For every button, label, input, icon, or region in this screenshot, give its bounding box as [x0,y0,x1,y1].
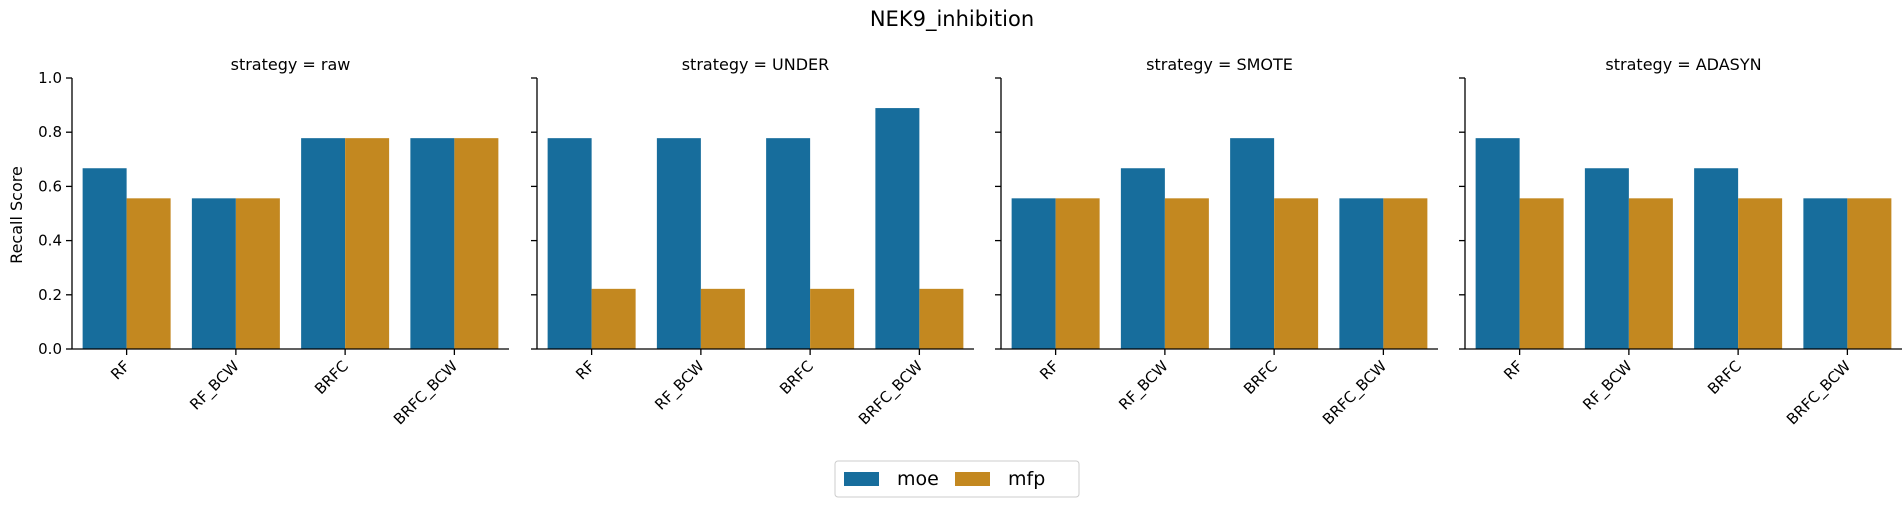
bar-moe-RF_BCW [1120,168,1165,349]
x-tick-label: BRFC_BCW [1319,357,1391,429]
y-tick-label: 0.6 [38,177,62,195]
x-tick-label: BRFC [776,357,817,398]
y-tick-label: 0.0 [38,340,62,358]
y-tick-label: 0.2 [38,286,62,304]
bar-mfp-RF [126,198,171,349]
y-tick-label: 0.4 [38,232,62,250]
x-tick-label: RF_BCW [1579,357,1636,414]
figure-title: NEK9_inhibition [870,7,1034,32]
x-tick-label: BRFC [1240,357,1281,398]
bar-mfp-RF_BCW [1628,198,1673,349]
facet-panel-1: strategy = UNDER RF RF_BCW BRFC BRFC_BCW [531,55,974,429]
bar-moe-RF_BCW [656,138,701,349]
bar-moe-BRFC_BCW [410,138,455,349]
legend-swatch-moe [844,472,879,486]
y-tick-label: 0.8 [38,123,62,141]
bar-moe-RF [1475,138,1520,349]
bar-mfp-RF_BCW [1164,198,1209,349]
bar-mfp-BRFC [1274,198,1319,349]
x-tick-label: RF [572,357,598,383]
facet-panel-0: strategy = raw 0.0 0.2 0.4 0.6 0.8 1.0 RF RF_BCW… [38,55,509,429]
facet-panel-3: strategy = ADASYN RF RF_BCW BRFC BRFC_BCW [1459,55,1902,429]
bar-mfp-BRFC [810,288,855,349]
y-axis-label: Recall Score [7,166,26,264]
bar-mfp-BRFC_BCW [1847,198,1892,349]
bar-mfp-RF [1519,198,1564,349]
x-tick-label: RF_BCW [186,357,243,414]
bar-moe-RF_BCW [1584,168,1629,349]
x-tick-label: RF_BCW [1115,357,1172,414]
bar-moe-BRFC_BCW [875,108,920,350]
bar-moe-BRFC [1230,138,1275,349]
legend: moe mfp [834,460,1080,498]
bar-moe-BRFC [301,138,346,349]
bar-mfp-BRFC [345,138,390,349]
bar-moe-BRFC [766,138,811,349]
facet-title: strategy = raw [231,55,351,74]
facet-panels: strategy = raw 0.0 0.2 0.4 0.6 0.8 1.0 RF RF_BCW… [38,55,1902,429]
bar-moe-RF [1011,198,1056,349]
bar-mfp-BRFC_BCW [454,138,499,349]
bar-mfp-BRFC [1738,198,1783,349]
x-tick-label: BRFC_BCW [390,357,462,429]
bar-mfp-BRFC_BCW [1383,198,1428,349]
x-tick-label: RF [1036,357,1062,383]
x-tick-label: BRFC_BCW [1783,357,1855,429]
bar-moe-BRFC_BCW [1339,198,1384,349]
bar-mfp-RF [591,288,636,349]
legend-swatch-mfp [955,472,990,486]
x-tick-label: RF_BCW [651,357,708,414]
bar-moe-RF_BCW [191,198,236,349]
x-tick-label: BRFC [311,357,352,398]
bar-moe-BRFC [1694,168,1739,349]
facet-panel-2: strategy = SMOTE RF RF_BCW BRFC BRFC_BCW [995,55,1438,429]
legend-label-mfp: mfp [1008,468,1045,490]
bar-moe-RF [82,168,127,349]
bar-moe-RF [547,138,592,349]
facet-title: strategy = UNDER [682,55,830,74]
x-tick-label: RF [107,357,133,383]
legend-label-moe: moe [897,468,939,490]
x-tick-label: BRFC_BCW [855,357,927,429]
x-tick-label: BRFC [1704,357,1745,398]
bar-mfp-RF [1055,198,1100,349]
facet-title: strategy = ADASYN [1605,55,1761,74]
y-tick-label: 1.0 [38,69,62,87]
bar-moe-BRFC_BCW [1803,198,1848,349]
facet-title: strategy = SMOTE [1146,55,1293,74]
bar-mfp-BRFC_BCW [919,288,964,349]
x-tick-label: RF [1500,357,1526,383]
bar-mfp-RF_BCW [235,198,280,349]
bar-mfp-RF_BCW [700,288,745,349]
